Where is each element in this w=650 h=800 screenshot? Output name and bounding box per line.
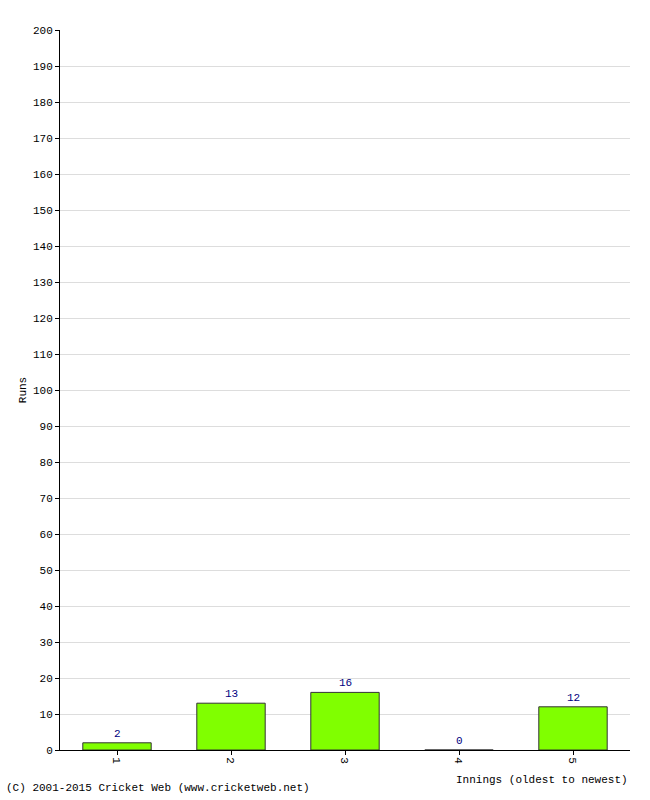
svg-text:5: 5	[566, 757, 578, 764]
svg-text:150: 150	[33, 205, 53, 217]
svg-text:180: 180	[33, 97, 53, 109]
svg-text:2: 2	[114, 728, 121, 740]
svg-text:190: 190	[33, 61, 53, 73]
svg-text:90: 90	[40, 421, 53, 433]
svg-text:0: 0	[46, 745, 53, 757]
svg-text:10: 10	[40, 709, 53, 721]
svg-text:3: 3	[338, 757, 350, 764]
svg-text:50: 50	[40, 565, 53, 577]
svg-text:30: 30	[40, 637, 53, 649]
svg-text:(C) 2001-2015 Cricket Web (www: (C) 2001-2015 Cricket Web (www.cricketwe…	[6, 782, 310, 794]
svg-text:70: 70	[40, 493, 53, 505]
svg-text:130: 130	[33, 277, 53, 289]
svg-text:80: 80	[40, 457, 53, 469]
svg-text:20: 20	[40, 673, 53, 685]
svg-text:100: 100	[33, 385, 53, 397]
svg-text:4: 4	[452, 757, 464, 764]
svg-text:1: 1	[110, 757, 122, 764]
svg-text:110: 110	[33, 349, 53, 361]
svg-text:170: 170	[33, 133, 53, 145]
svg-text:16: 16	[339, 677, 352, 689]
svg-text:60: 60	[40, 529, 53, 541]
svg-text:160: 160	[33, 169, 53, 181]
svg-text:12: 12	[567, 692, 580, 704]
svg-text:120: 120	[33, 313, 53, 325]
svg-text:13: 13	[225, 688, 238, 700]
svg-text:Innings (oldest to newest): Innings (oldest to newest)	[456, 774, 628, 786]
svg-text:Runs: Runs	[17, 377, 29, 403]
svg-text:140: 140	[33, 241, 53, 253]
svg-text:0: 0	[456, 735, 463, 747]
svg-text:40: 40	[40, 601, 53, 613]
svg-text:200: 200	[33, 25, 53, 37]
svg-text:2: 2	[224, 757, 236, 764]
